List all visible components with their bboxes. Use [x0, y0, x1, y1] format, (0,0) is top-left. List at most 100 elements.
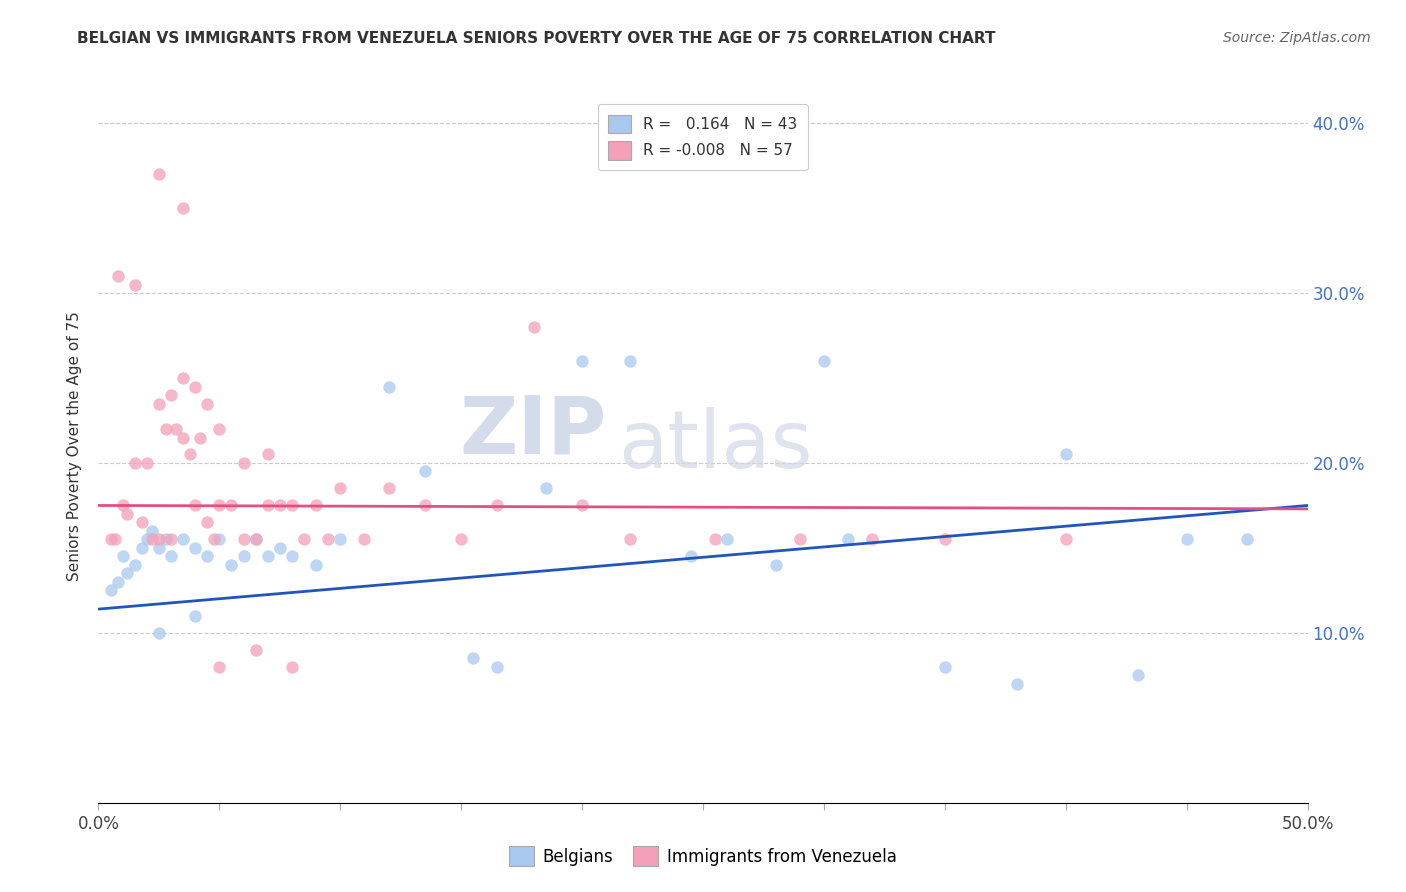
Point: [789, 533, 811, 547]
Point: [305, 499, 328, 513]
Point: [208, 422, 231, 436]
Point: [1054, 448, 1077, 462]
Point: [155, 422, 177, 436]
Point: [377, 379, 399, 393]
Point: [135, 533, 157, 547]
Point: [934, 660, 956, 674]
Point: [1236, 533, 1258, 547]
Point: [329, 482, 352, 496]
Point: [131, 541, 153, 555]
Point: [245, 533, 267, 547]
Point: [269, 499, 291, 513]
Point: [571, 499, 593, 513]
Point: [256, 549, 278, 564]
Point: [107, 574, 129, 589]
Point: [148, 396, 170, 410]
Point: [204, 533, 226, 547]
Point: [135, 456, 157, 470]
Point: [619, 354, 641, 368]
Point: [104, 533, 127, 547]
Point: [232, 456, 254, 470]
Point: [124, 277, 146, 292]
Point: [463, 651, 485, 665]
Point: [148, 541, 170, 555]
Point: [1007, 677, 1029, 691]
Text: atlas: atlas: [619, 407, 813, 485]
Point: [1175, 533, 1198, 547]
Point: [100, 583, 122, 598]
Point: [765, 558, 787, 572]
Point: [184, 541, 207, 555]
Point: [837, 533, 859, 547]
Point: [716, 533, 738, 547]
Point: [195, 516, 218, 530]
Point: [316, 533, 339, 547]
Point: [188, 430, 211, 444]
Point: [523, 320, 546, 334]
Point: [117, 566, 139, 581]
Point: [195, 396, 218, 410]
Point: [131, 516, 153, 530]
Point: [184, 379, 207, 393]
Point: [124, 558, 146, 572]
Point: [111, 549, 134, 564]
Point: [124, 456, 146, 470]
Point: [172, 533, 194, 547]
Point: [172, 201, 194, 215]
Point: [486, 499, 509, 513]
Point: [165, 422, 187, 436]
Point: [100, 533, 122, 547]
Point: [107, 269, 129, 284]
Point: [534, 482, 557, 496]
Point: [450, 533, 472, 547]
Point: [184, 608, 207, 623]
Point: [256, 448, 278, 462]
Point: [208, 533, 231, 547]
Point: [860, 533, 883, 547]
Point: [160, 533, 183, 547]
Point: [208, 660, 231, 674]
Point: [571, 354, 593, 368]
Point: [172, 371, 194, 385]
Point: [148, 533, 170, 547]
Point: [813, 354, 835, 368]
Point: [148, 626, 170, 640]
Text: ZIP: ZIP: [458, 392, 606, 471]
Point: [148, 167, 170, 181]
Point: [281, 549, 304, 564]
Point: [934, 533, 956, 547]
Point: [413, 465, 436, 479]
Point: [292, 533, 315, 547]
Point: [232, 549, 254, 564]
Text: BELGIAN VS IMMIGRANTS FROM VENEZUELA SENIORS POVERTY OVER THE AGE OF 75 CORRELAT: BELGIAN VS IMMIGRANTS FROM VENEZUELA SEN…: [77, 31, 995, 46]
Point: [117, 507, 139, 521]
Point: [486, 660, 509, 674]
Point: [281, 660, 304, 674]
Point: [269, 541, 291, 555]
Point: [704, 533, 727, 547]
Point: [160, 388, 183, 402]
Point: [619, 533, 641, 547]
Point: [281, 499, 304, 513]
Point: [208, 499, 231, 513]
Point: [160, 549, 183, 564]
Point: [245, 643, 267, 657]
Point: [245, 533, 267, 547]
Point: [141, 524, 163, 538]
Text: Source: ZipAtlas.com: Source: ZipAtlas.com: [1223, 31, 1371, 45]
Point: [155, 533, 177, 547]
Point: [111, 499, 134, 513]
Point: [232, 533, 254, 547]
Point: [172, 430, 194, 444]
Legend: Belgians, Immigrants from Venezuela: Belgians, Immigrants from Venezuela: [503, 839, 903, 873]
Point: [221, 499, 243, 513]
Point: [353, 533, 375, 547]
Point: [305, 558, 328, 572]
Point: [329, 533, 352, 547]
Point: [195, 549, 218, 564]
Legend: R =   0.164   N = 43, R = -0.008   N = 57: R = 0.164 N = 43, R = -0.008 N = 57: [598, 104, 808, 170]
Point: [377, 482, 399, 496]
Point: [184, 499, 207, 513]
Point: [221, 558, 243, 572]
Point: [1128, 668, 1150, 682]
